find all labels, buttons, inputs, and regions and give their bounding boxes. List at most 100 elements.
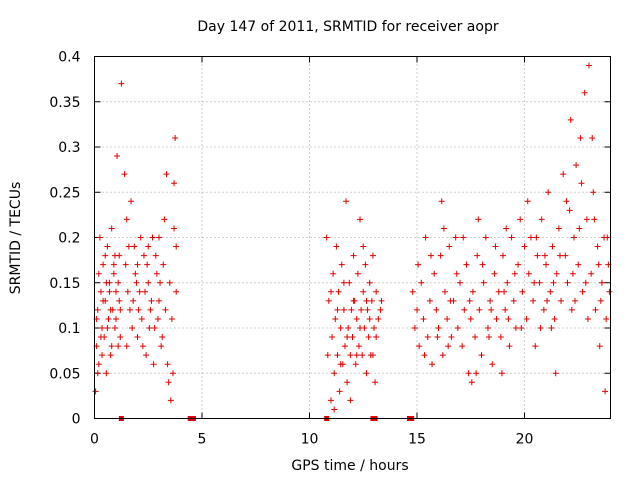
data-point (169, 370, 176, 377)
data-point (124, 288, 131, 295)
data-point (359, 352, 366, 359)
data-point (334, 352, 341, 359)
data-point (378, 297, 385, 304)
data-point (346, 279, 353, 286)
data-point (130, 297, 137, 304)
data-point (110, 261, 117, 268)
data-point (131, 243, 138, 250)
data-point (105, 315, 112, 322)
data-point (486, 334, 493, 341)
data-point (532, 343, 539, 350)
data-point (99, 352, 106, 359)
data-point (337, 325, 344, 331)
data-point (480, 279, 487, 286)
data-point (441, 288, 448, 295)
data-point (590, 189, 597, 196)
data-point (467, 315, 474, 322)
data-point (152, 252, 159, 259)
data-point (111, 325, 118, 331)
data-point (368, 297, 375, 304)
data-point (512, 325, 519, 331)
y-tick-label: 0.15 (49, 276, 80, 292)
data-point (328, 288, 334, 295)
data-point (324, 352, 331, 359)
y-tick-label: 0.25 (49, 185, 80, 201)
data-point (577, 134, 584, 141)
data-point (504, 279, 511, 286)
data-point (501, 288, 508, 295)
data-point (104, 325, 111, 331)
data-point (582, 279, 589, 286)
data-point (567, 116, 574, 123)
x-tick-label: 15 (408, 432, 426, 448)
data-point (521, 243, 528, 250)
data-point (102, 252, 109, 259)
data-point (166, 279, 173, 286)
data-point (344, 379, 351, 386)
data-point (161, 216, 168, 223)
data-point (103, 370, 110, 377)
data-point (511, 270, 518, 277)
data-point (360, 243, 367, 250)
data-point (375, 315, 382, 322)
data-point (473, 370, 480, 377)
data-point (523, 315, 530, 322)
data-point (340, 306, 347, 313)
data-point (115, 279, 122, 286)
data-point (562, 252, 569, 259)
data-point (95, 361, 102, 368)
data-point (148, 297, 155, 304)
data-point (586, 62, 592, 69)
data-point (537, 325, 544, 331)
data-point (151, 325, 158, 331)
data-point (594, 243, 601, 250)
data-point (506, 343, 513, 350)
data-point (344, 334, 351, 341)
data-point (445, 343, 452, 350)
data-point (334, 306, 341, 313)
data-point (414, 306, 420, 313)
data-point (107, 306, 114, 313)
data-point (117, 306, 124, 313)
data-point (435, 325, 442, 331)
data-point (469, 288, 476, 295)
data-point (365, 334, 372, 341)
data-point (331, 406, 338, 413)
data-point (323, 234, 330, 241)
data-point (341, 343, 348, 350)
data-point (163, 171, 170, 178)
data-point (438, 198, 445, 205)
data-point (457, 279, 463, 286)
data-point (336, 388, 343, 395)
data-point (165, 379, 172, 386)
data-point (354, 270, 361, 277)
data-point (349, 334, 356, 341)
data-point (114, 153, 121, 160)
data-point (411, 325, 418, 331)
data-point (491, 270, 498, 277)
data-point (162, 306, 169, 313)
data-point (104, 243, 111, 250)
data-point (173, 243, 180, 250)
data-point (136, 288, 143, 295)
data-point (377, 306, 384, 313)
data-point (134, 261, 141, 268)
data-point (434, 334, 441, 341)
data-point (123, 216, 130, 223)
data-point (125, 243, 132, 250)
data-point (534, 252, 541, 259)
data-point (420, 315, 427, 322)
data-point (366, 279, 373, 286)
data-point (439, 352, 446, 359)
data-point (547, 288, 554, 295)
data-point (536, 279, 543, 286)
data-point (168, 315, 175, 322)
data-point (372, 379, 379, 386)
data-point (589, 134, 596, 141)
data-point (164, 361, 171, 368)
data-point (548, 325, 555, 331)
data-point (96, 234, 103, 241)
data-point (167, 397, 174, 404)
data-point (145, 243, 152, 250)
